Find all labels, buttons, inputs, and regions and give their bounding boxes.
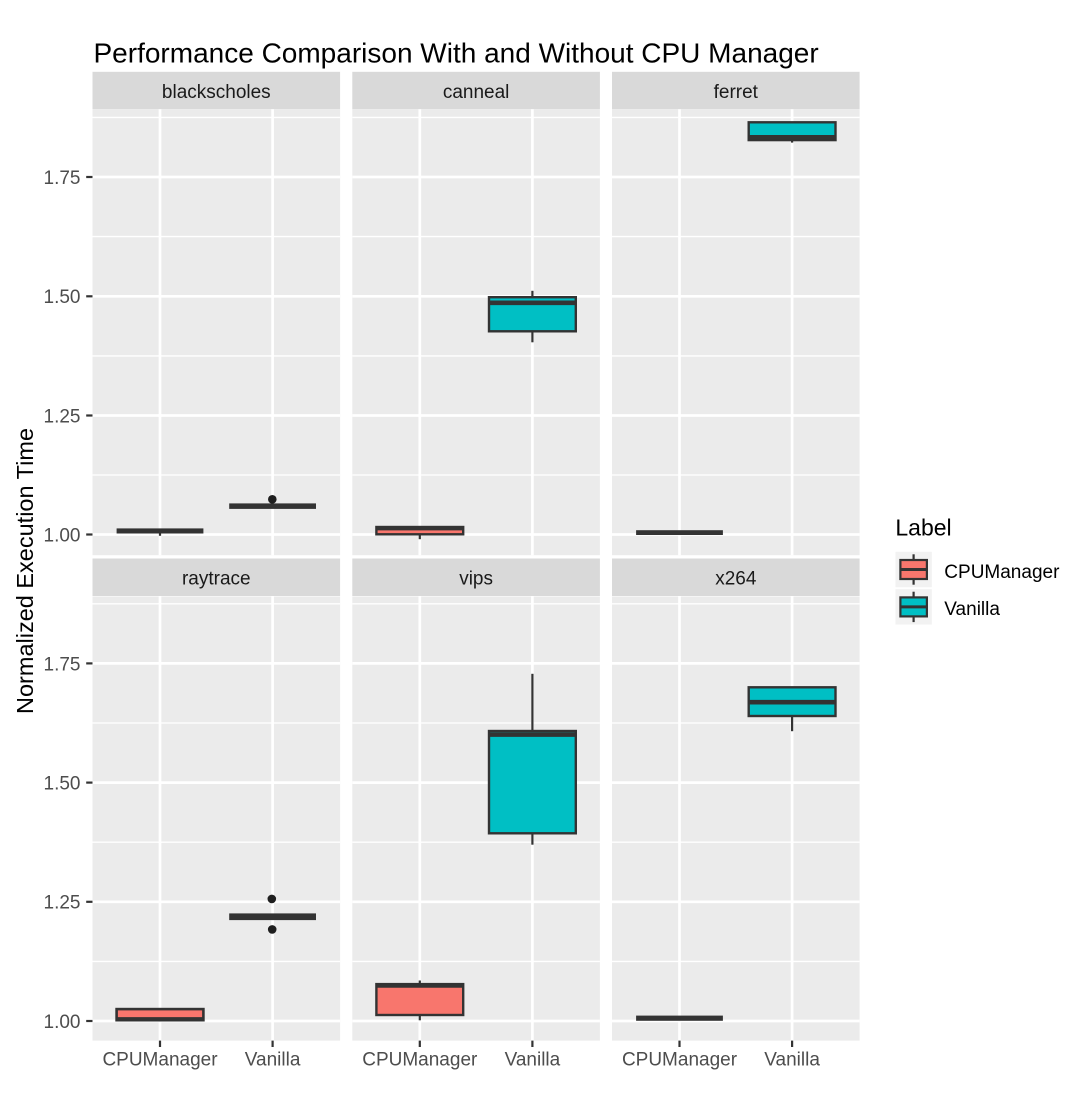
- svg-text:CPUManager: CPUManager: [362, 1050, 478, 1071]
- svg-text:canneal: canneal: [443, 82, 510, 103]
- svg-text:Normalized Execution Time: Normalized Execution Time: [12, 428, 38, 714]
- svg-text:CPUManager: CPUManager: [622, 1050, 738, 1071]
- svg-text:vips: vips: [459, 569, 493, 590]
- svg-text:1.50: 1.50: [44, 287, 81, 308]
- svg-text:1.00: 1.00: [44, 525, 81, 546]
- svg-text:Vanilla: Vanilla: [505, 1050, 561, 1071]
- svg-text:1.25: 1.25: [44, 893, 81, 914]
- svg-text:Vanilla: Vanilla: [764, 1050, 820, 1071]
- svg-text:x264: x264: [715, 569, 757, 590]
- svg-text:1.00: 1.00: [44, 1012, 81, 1033]
- svg-text:1.75: 1.75: [44, 654, 81, 675]
- svg-text:Label: Label: [895, 515, 951, 541]
- svg-text:ferret: ferret: [714, 82, 759, 103]
- svg-text:1.25: 1.25: [44, 406, 81, 427]
- svg-text:blackscholes: blackscholes: [162, 82, 271, 103]
- svg-text:Performance Comparison With an: Performance Comparison With and Without …: [94, 38, 819, 69]
- svg-text:1.50: 1.50: [44, 774, 81, 795]
- svg-text:Vanilla: Vanilla: [944, 599, 1000, 620]
- svg-text:CPUManager: CPUManager: [944, 562, 1060, 583]
- svg-text:1.75: 1.75: [44, 168, 81, 189]
- svg-text:CPUManager: CPUManager: [102, 1050, 218, 1071]
- svg-text:raytrace: raytrace: [182, 569, 251, 590]
- svg-text:Vanilla: Vanilla: [245, 1050, 301, 1071]
